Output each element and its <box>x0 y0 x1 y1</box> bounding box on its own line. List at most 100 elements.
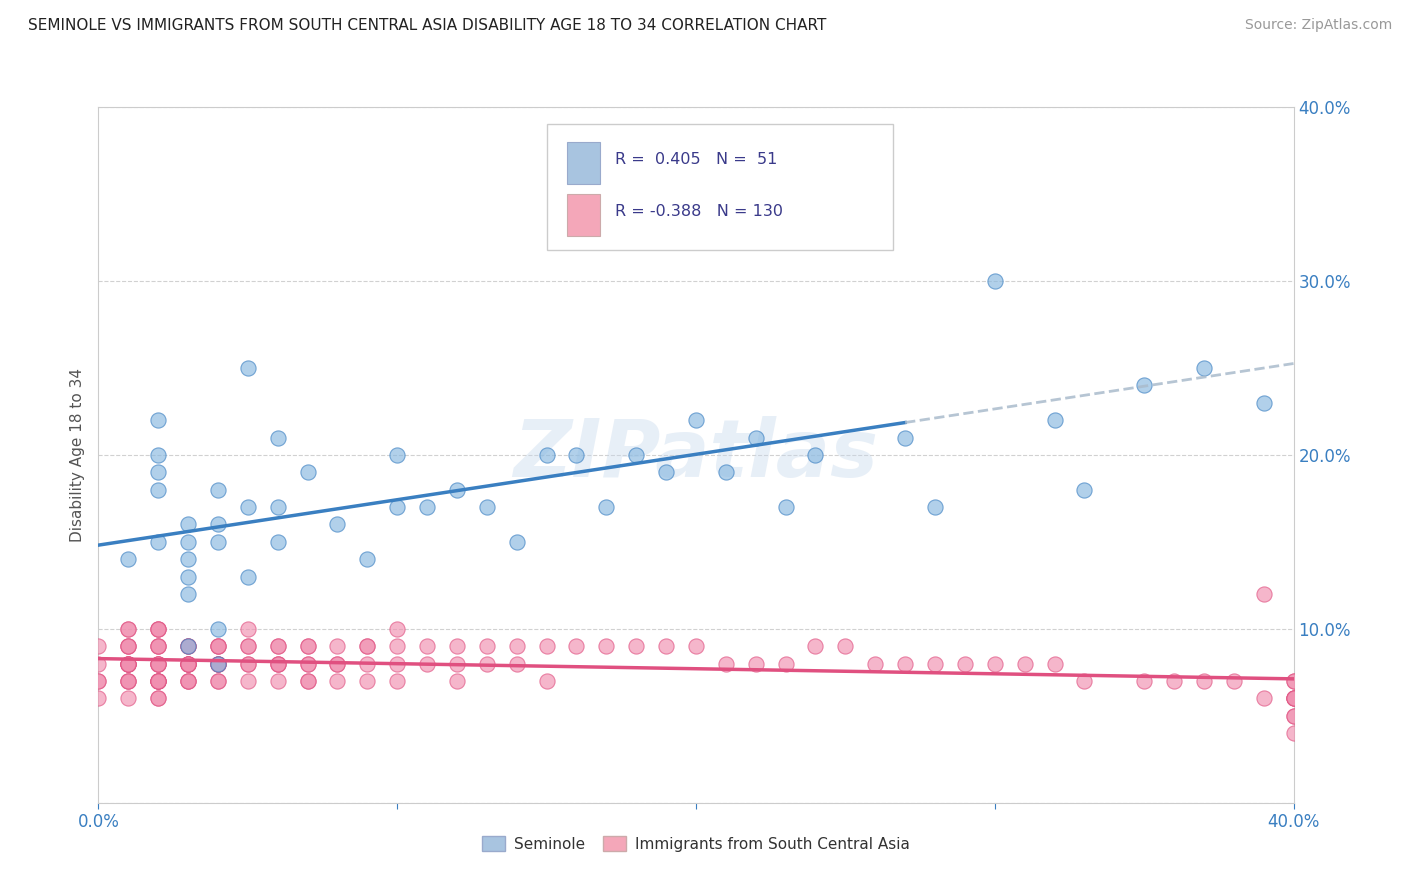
Point <box>1133 378 1156 392</box>
Point <box>1253 396 1275 410</box>
Point <box>148 448 170 462</box>
Point <box>148 674 170 689</box>
Point <box>655 466 678 480</box>
Point <box>953 657 976 671</box>
Point <box>446 657 468 671</box>
Point <box>177 639 200 653</box>
Point <box>148 466 170 480</box>
Point <box>804 639 827 653</box>
Point <box>745 431 768 445</box>
Point <box>148 657 170 671</box>
Point <box>177 639 200 653</box>
Point <box>356 639 378 653</box>
Point <box>207 639 229 653</box>
Point <box>1282 674 1305 689</box>
Point <box>595 500 617 514</box>
Point <box>117 674 139 689</box>
Point <box>297 657 319 671</box>
Point <box>117 657 139 671</box>
Point <box>177 674 200 689</box>
Point <box>1163 674 1185 689</box>
Point <box>1043 413 1066 427</box>
Point <box>385 448 409 462</box>
Point <box>236 570 259 584</box>
Text: R = -0.388   N = 130: R = -0.388 N = 130 <box>614 204 783 219</box>
FancyBboxPatch shape <box>567 194 600 235</box>
Point <box>1282 691 1305 706</box>
Point <box>236 500 259 514</box>
Point <box>148 534 170 549</box>
Point <box>745 657 768 671</box>
Point <box>207 483 229 497</box>
Point <box>267 500 290 514</box>
Point <box>385 639 409 653</box>
Point <box>356 639 378 653</box>
Point <box>207 534 229 549</box>
Text: SEMINOLE VS IMMIGRANTS FROM SOUTH CENTRAL ASIA DISABILITY AGE 18 TO 34 CORRELATI: SEMINOLE VS IMMIGRANTS FROM SOUTH CENTRA… <box>28 18 827 33</box>
Point <box>385 674 409 689</box>
Point <box>117 639 139 653</box>
Point <box>177 587 200 601</box>
Point <box>297 674 319 689</box>
Point <box>207 639 229 653</box>
Point <box>236 674 259 689</box>
Point <box>565 448 588 462</box>
Point <box>536 674 558 689</box>
Point <box>984 657 1007 671</box>
Point <box>148 622 170 636</box>
Point <box>148 483 170 497</box>
Point <box>775 657 797 671</box>
Point <box>924 500 946 514</box>
Point <box>714 657 737 671</box>
Point <box>148 622 170 636</box>
Point <box>626 639 648 653</box>
Point <box>416 639 439 653</box>
Point <box>207 674 229 689</box>
Point <box>117 639 139 653</box>
Point <box>267 674 290 689</box>
Point <box>207 674 229 689</box>
Point <box>207 622 229 636</box>
Point <box>536 448 558 462</box>
Point <box>177 639 200 653</box>
Point <box>1253 587 1275 601</box>
Point <box>117 691 139 706</box>
Point <box>207 657 229 671</box>
Text: ZIPatlas: ZIPatlas <box>513 416 879 494</box>
Point <box>834 639 856 653</box>
Legend: Seminole, Immigrants from South Central Asia: Seminole, Immigrants from South Central … <box>475 830 917 858</box>
Text: Source: ZipAtlas.com: Source: ZipAtlas.com <box>1244 18 1392 32</box>
Point <box>236 639 259 653</box>
Point <box>297 639 319 653</box>
Point <box>1282 691 1305 706</box>
Point <box>297 657 319 671</box>
Point <box>177 674 200 689</box>
Point <box>177 657 200 671</box>
Point <box>148 639 170 653</box>
Point <box>416 657 439 671</box>
Point <box>1192 360 1215 375</box>
Point <box>117 657 139 671</box>
Point <box>236 360 259 375</box>
Point <box>1282 691 1305 706</box>
Point <box>1282 726 1305 740</box>
Point <box>984 274 1007 288</box>
Point <box>177 657 200 671</box>
Point <box>148 657 170 671</box>
FancyBboxPatch shape <box>567 142 600 184</box>
Point <box>177 674 200 689</box>
Point <box>446 674 468 689</box>
Point <box>775 500 797 514</box>
Point <box>714 466 737 480</box>
Point <box>685 639 707 653</box>
Point <box>326 639 349 653</box>
Point <box>117 552 139 566</box>
Point <box>356 552 378 566</box>
Point <box>207 657 229 671</box>
Point <box>87 657 110 671</box>
Point <box>267 639 290 653</box>
Point <box>148 674 170 689</box>
Point <box>207 639 229 653</box>
Point <box>207 657 229 671</box>
Point <box>626 448 648 462</box>
